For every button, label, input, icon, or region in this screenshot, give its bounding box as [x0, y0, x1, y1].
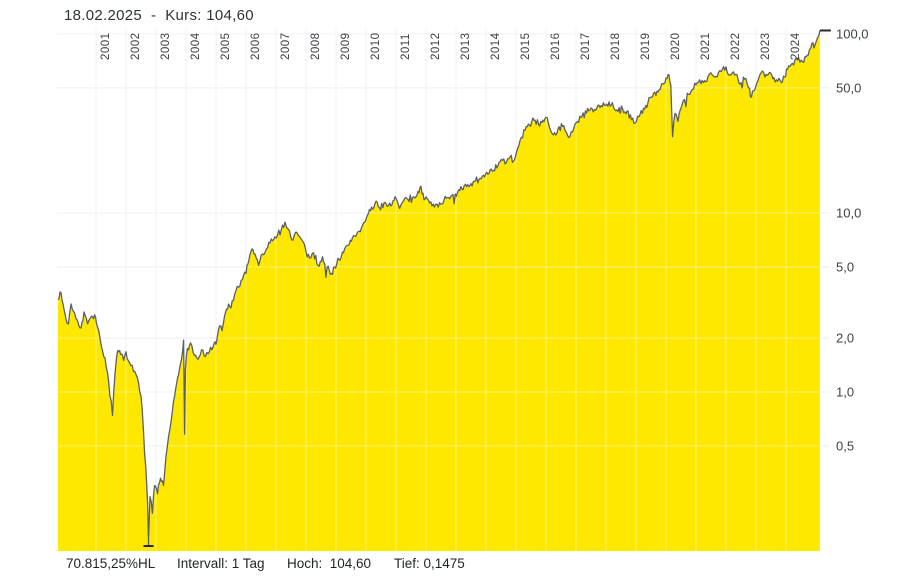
chart-title: 18.02.2025 - Kurs: 104,60	[64, 7, 254, 24]
x-axis-year-label: 2021	[700, 32, 712, 60]
x-axis-year-label: 2010	[370, 32, 382, 60]
y-axis-price-label: 5,0	[836, 259, 854, 274]
x-axis-year-label: 2017	[580, 32, 592, 60]
y-axis-price-label: 1,0	[836, 385, 854, 400]
y-axis-price-label: 2,0	[836, 331, 854, 346]
x-axis-year-label: 2005	[220, 32, 232, 60]
x-axis-year-label: 2007	[280, 32, 292, 60]
x-axis-year-label: 2006	[250, 32, 262, 60]
x-axis-year-label: 2004	[190, 32, 202, 60]
x-axis-year-label: 2002	[130, 32, 142, 60]
high-label: Hoch: 104,60	[287, 556, 372, 571]
x-axis-year-label: 2016	[550, 32, 562, 60]
x-axis-year-label: 2001	[100, 32, 112, 60]
x-axis-year-label: 2024	[790, 32, 802, 60]
y-axis-price-label: 100,0	[836, 27, 869, 42]
y-axis-price-label: 0,5	[836, 438, 854, 453]
x-axis-year-label: 2018	[610, 32, 622, 60]
x-axis-year-label: 2008	[310, 32, 322, 60]
x-axis-year-label: 2020	[670, 32, 682, 60]
interval-label: Intervall: 1 Tag	[177, 556, 265, 571]
price-area-fill	[57, 30, 820, 551]
y-axis-price-label: 50,0	[836, 80, 861, 95]
x-axis-year-label: 2003	[160, 32, 172, 60]
x-axis-year-label: 2009	[340, 32, 352, 60]
range-percent-label: 70.815,25%HL	[66, 556, 156, 571]
x-axis-year-label: 2023	[760, 32, 772, 60]
x-axis-year-label: 2019	[640, 32, 652, 60]
x-axis-year-label: 2015	[520, 32, 532, 60]
x-axis-year-label: 2022	[730, 32, 742, 60]
x-axis-year-label: 2014	[490, 32, 502, 60]
y-axis-price-label: 10,0	[836, 206, 861, 221]
low-label: Tief: 0,1475	[394, 556, 465, 571]
price-line	[57, 30, 821, 542]
x-axis-year-label: 2011	[400, 33, 412, 60]
x-axis-year-label: 2013	[460, 32, 472, 60]
x-axis-year-label: 2012	[430, 32, 442, 60]
